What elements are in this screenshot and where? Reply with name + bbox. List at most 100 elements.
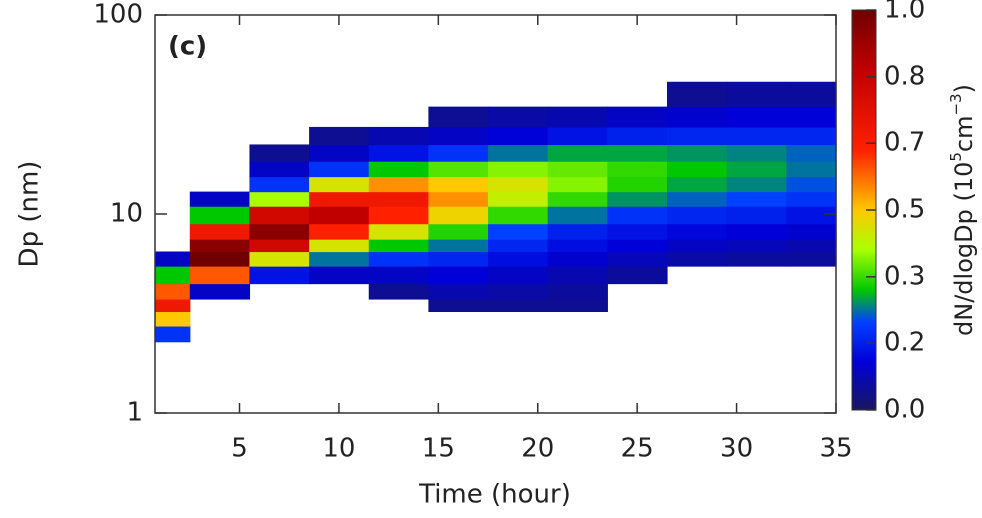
heat-cell	[488, 106, 549, 128]
heat-cell	[368, 126, 429, 146]
heat-cell	[666, 206, 728, 225]
heat-cell	[249, 191, 310, 207]
heat-cell	[786, 223, 837, 240]
heat-cell	[726, 206, 787, 225]
heat-cell	[786, 251, 837, 267]
heat-cell	[488, 266, 549, 285]
label-part: cm	[950, 116, 978, 153]
heat-cell	[726, 161, 787, 178]
heat-cell	[786, 191, 837, 207]
heat-cell	[428, 223, 489, 240]
heat-cell	[488, 251, 549, 267]
heat-cell	[368, 251, 429, 267]
heat-cell	[428, 126, 489, 146]
heat-cell	[666, 106, 728, 128]
heat-cell	[428, 106, 489, 128]
heat-cell	[189, 251, 251, 267]
heat-cell	[428, 161, 489, 178]
heat-cell	[309, 176, 370, 193]
heat-cell	[547, 298, 608, 312]
heat-cell	[786, 176, 837, 193]
label-sup: −3	[947, 93, 965, 115]
heat-cell	[666, 81, 728, 108]
heat-cell	[368, 144, 429, 162]
x-tick-label: 5	[231, 434, 248, 464]
heat-cell	[726, 176, 787, 193]
heat-cell	[547, 206, 608, 225]
heat-cell	[786, 144, 837, 162]
heat-cell	[786, 161, 837, 178]
x-tick-label: 20	[521, 434, 554, 464]
colorbar-label: dN/dlogDp (105cm−3)	[947, 84, 979, 336]
heat-cell	[547, 283, 608, 300]
heat-cell	[726, 81, 787, 108]
heat-cell	[309, 239, 370, 253]
heat-cell	[368, 283, 429, 300]
heat-cell	[488, 223, 549, 240]
heat-cell	[428, 206, 489, 225]
heat-cell	[488, 126, 549, 146]
heat-cell	[249, 223, 310, 240]
heat-cell	[155, 266, 191, 285]
heat-cell	[666, 144, 728, 162]
heat-cell	[189, 283, 251, 300]
heat-cell	[309, 191, 370, 207]
heat-cell	[607, 206, 668, 225]
label-part: )	[950, 84, 978, 93]
heat-cell	[249, 206, 310, 225]
heat-cell	[428, 266, 489, 285]
x-tick-label: 30	[720, 434, 753, 464]
heat-cell	[488, 239, 549, 253]
colorbar-tick-label: 0.7	[884, 128, 925, 158]
heat-cell	[368, 161, 429, 178]
y-tick-label: 1	[126, 398, 143, 428]
heat-cell	[607, 251, 668, 267]
heat-cell	[488, 298, 549, 312]
heat-cell	[189, 239, 251, 253]
heat-cell	[547, 223, 608, 240]
heat-cell	[309, 223, 370, 240]
heat-cell	[547, 266, 608, 285]
heat-cell	[786, 206, 837, 225]
heat-cell	[428, 176, 489, 193]
heat-cell	[428, 283, 489, 300]
heat-cell	[666, 161, 728, 178]
annotation: (c)	[168, 32, 207, 62]
heat-cell	[368, 191, 429, 207]
heat-cell	[189, 266, 251, 285]
heat-cell	[189, 206, 251, 225]
heat-cell	[428, 251, 489, 267]
heat-cell	[607, 126, 668, 146]
heat-cell	[428, 239, 489, 253]
heat-cell	[189, 191, 251, 207]
x-tick-label: 10	[322, 434, 355, 464]
heat-cell	[249, 239, 310, 253]
heat-cell	[607, 161, 668, 178]
heat-cell	[607, 223, 668, 240]
heat-cell	[249, 251, 310, 267]
heat-cell	[249, 161, 310, 178]
heat-cell	[428, 144, 489, 162]
heat-cell	[666, 191, 728, 207]
heat-cell	[786, 126, 837, 146]
heat-cell	[666, 126, 728, 146]
heat-cell	[607, 106, 668, 128]
y-tick-label: 10	[110, 199, 143, 229]
heat-cell	[786, 106, 837, 128]
heat-cell	[368, 266, 429, 285]
x-axis-label: Time (hour)	[418, 480, 571, 510]
heat-cell	[189, 223, 251, 240]
heat-cell	[786, 239, 837, 253]
heat-cell	[488, 144, 549, 162]
heat-cell	[726, 223, 787, 240]
heat-cell	[726, 191, 787, 207]
heat-cell	[547, 251, 608, 267]
heat-cell	[488, 191, 549, 207]
colorbar-tick-label: 0.3	[884, 261, 925, 291]
heat-cell	[607, 191, 668, 207]
heat-cell	[726, 106, 787, 128]
heat-cell	[488, 176, 549, 193]
heat-cell	[547, 191, 608, 207]
heat-cell	[428, 298, 489, 312]
heat-cell	[249, 266, 310, 285]
